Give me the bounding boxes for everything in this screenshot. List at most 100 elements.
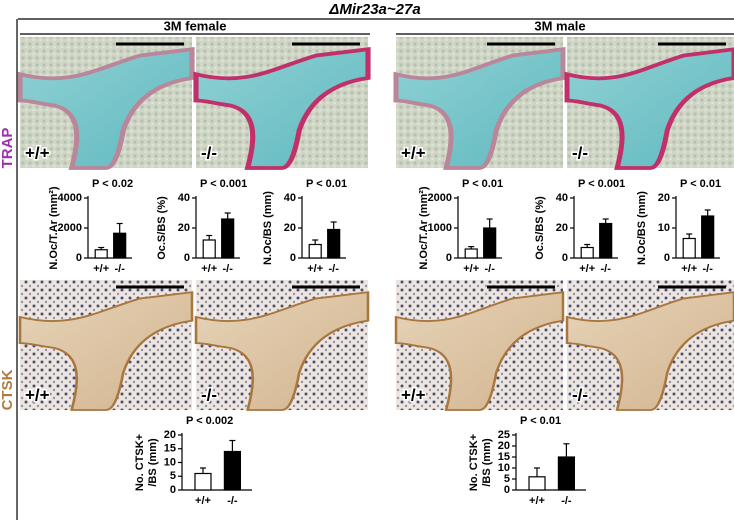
y-tick-label: 20 [556,222,568,234]
bone-region [193,47,371,170]
bar [599,222,613,259]
bar [557,456,576,491]
bone-region [17,47,195,170]
genotype-label: -/- [572,385,588,404]
y-tick-label: 20 [284,222,296,234]
micrograph: +/+ [17,37,195,170]
x-tick-label: -/- [702,263,713,275]
y-tick-label: 40 [284,192,296,204]
p-value: P < 0.01 [680,178,721,190]
y-tick-label: 0 [184,252,190,264]
y-axis-label: No. CTSK+ [468,434,480,491]
micrograph: -/- [565,280,734,411]
p-value: P < 0.01 [306,178,347,190]
y-axis-label: Oc.S/BS (%) [534,196,546,260]
y-tick-label: 0 [504,484,510,496]
x-tick-label: -/- [227,495,238,507]
x-tick-label: +/+ [681,263,697,275]
y-tick-label: 0 [76,252,82,264]
y-tick-label: 5 [504,473,510,485]
y-axis-label: N.Oc/T.Ar (mm²) [418,186,430,269]
y-tick-label: 5 [170,470,176,482]
y-tick-label: 0 [170,484,176,496]
y-tick-label: 10 [498,462,510,474]
micrograph: -/- [193,37,371,170]
p-value: P < 0.01 [520,415,561,427]
p-value: P < 0.001 [578,178,625,190]
y-tick-label: 0 [446,252,452,264]
x-tick-label: -/- [484,263,495,275]
micrograph: +/+ [393,37,566,170]
bone-region [194,291,370,411]
y-tick-label: 15 [498,451,510,463]
y-axis-label: /BS (mm) [147,438,159,487]
y-axis-label: /BS (mm) [481,438,493,487]
x-tick-label: -/- [222,263,233,275]
micrograph: +/+ [394,280,565,411]
bone-region [18,291,194,411]
p-value: P < 0.01 [462,178,503,190]
x-tick-label: -/- [114,263,125,275]
y-tick-label: 25 [498,429,510,441]
genotype-label: +/+ [401,143,426,162]
bar [194,472,212,491]
y-tick-label: 40 [556,192,568,204]
y-tick-label: 10 [658,222,670,234]
bar [528,476,546,491]
y-tick-label: 2000 [428,192,452,204]
y-tick-label: 4000 [58,192,82,204]
bar [701,215,715,259]
x-tick-label: +/+ [579,263,595,275]
row-label: CTSK [0,369,16,410]
bone-region [564,47,734,170]
genotype-label: +/+ [25,385,50,404]
genotype-label: -/- [572,143,588,162]
y-tick-label: 20 [178,222,190,234]
y-axis-label: N.Oc/BS (mm) [262,191,274,265]
y-tick-label: 0 [664,252,670,264]
y-tick-label: 10 [164,456,176,468]
bar [223,450,241,491]
bar [202,239,216,259]
bar [483,227,497,259]
y-tick-label: 2000 [58,222,82,234]
bar [308,243,322,259]
figure-title: ΔMir23a~27a [328,1,420,18]
p-value: P < 0.002 [186,415,233,427]
micrograph: -/- [564,37,734,170]
bar [221,218,235,259]
x-tick-label: -/- [328,263,339,275]
micrograph: +/+ [18,280,194,411]
bar [94,249,108,259]
x-tick-label: +/+ [307,263,323,275]
micrograph: -/- [194,280,370,411]
genotype-label: +/+ [25,143,50,162]
genotype-label: -/- [201,143,217,162]
y-tick-label: 0 [290,252,296,264]
x-tick-label: +/+ [93,263,109,275]
y-axis-label: N.Oc/BS (mm) [636,191,648,265]
bar [464,248,478,259]
x-tick-label: +/+ [463,263,479,275]
x-tick-label: +/+ [529,495,545,507]
bone-region [394,291,565,411]
x-tick-label: -/- [600,263,611,275]
x-tick-label: +/+ [195,495,211,507]
row-label: TRAP [0,128,16,169]
y-axis-label: N.Oc/T.Ar (mm²) [48,186,60,269]
y-axis-label: No. CTSK+ [134,434,146,491]
y-tick-label: 0 [562,252,568,264]
bar [580,246,594,259]
y-axis-label: Oc.S/BS (%) [156,196,168,260]
y-tick-label: 1000 [428,222,452,234]
genotype-label: +/+ [401,385,426,404]
y-tick-label: 20 [658,192,670,204]
y-tick-label: 15 [164,443,176,455]
y-tick-label: 20 [498,440,510,452]
group-label: 3M female [164,18,227,33]
genotype-label: -/- [201,385,217,404]
bar [113,232,127,259]
bone-region [565,291,734,411]
x-tick-label: +/+ [201,263,217,275]
bar [327,228,341,259]
